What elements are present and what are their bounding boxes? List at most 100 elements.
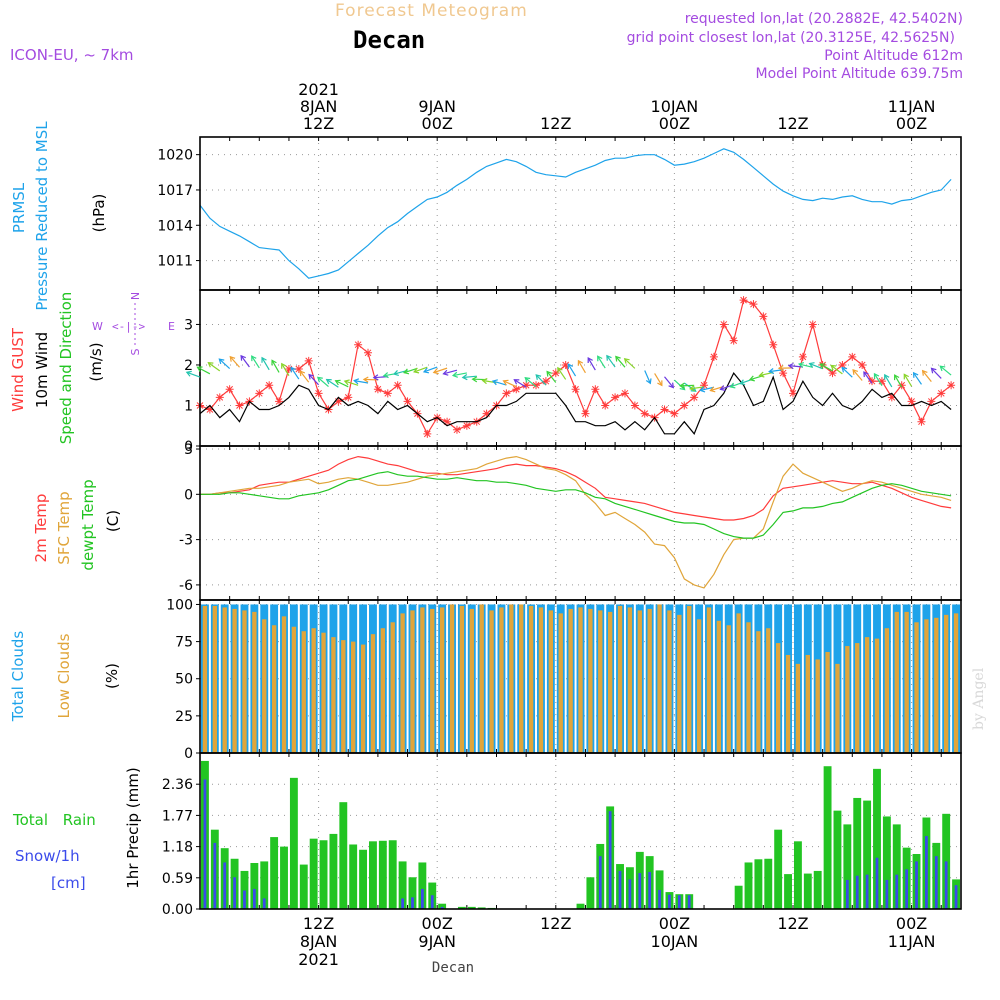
wind-gust-point: [620, 389, 629, 398]
precipitation-bar-total-rain: [467, 906, 476, 909]
bottom-time-label: 00Z: [659, 914, 690, 933]
y-axis-label: Low Clouds: [55, 633, 73, 718]
precipitation-bar-snow-h: [243, 890, 246, 909]
wind-arrow: [700, 386, 715, 391]
temperature-ytick-label: -3: [179, 533, 193, 549]
clouds-bar-low-clouds: [785, 654, 791, 753]
precipitation-bar-snow-h: [925, 836, 928, 909]
clouds-ytick-label: 50: [175, 672, 193, 688]
clouds-bar-low-clouds: [677, 614, 682, 753]
wind-arrow: [433, 367, 448, 374]
precipitation-bar-snow-h: [233, 877, 236, 909]
bottom-time-label: 12Z: [303, 914, 334, 933]
wind-gust-point: [403, 397, 412, 406]
clouds-bar-low-clouds: [271, 625, 277, 753]
pressure-ytick-label: 1011: [157, 254, 193, 270]
wind-arrow-head: [207, 362, 214, 368]
wind-gust-point: [502, 389, 511, 398]
compass-rose: N W <-|-> E S: [92, 292, 175, 356]
wind-arrow: [615, 356, 626, 368]
precipitation-bar-total-rain: [853, 797, 862, 909]
wind-arrow: [788, 365, 803, 368]
top-time-label: 00Z: [659, 114, 690, 133]
wind-arrow-head: [271, 359, 277, 366]
wind-arrow: [597, 355, 606, 369]
clouds-ytick-label: 75: [175, 635, 193, 651]
panel-precipitation: 0.00 0.59 1.18 1.77 2.36: [162, 752, 962, 918]
wind-arrow-head: [699, 386, 706, 393]
precipitation-bar-total-rain: [734, 885, 743, 909]
clouds-bar-low-clouds: [894, 611, 899, 753]
wind-arrow: [251, 355, 260, 369]
wind-arrow: [577, 360, 586, 374]
clouds-bar-low-clouds: [222, 607, 227, 753]
wind-arrow: [452, 372, 467, 377]
wind-gust-point: [868, 377, 877, 386]
panel-clouds: 0 25 50 75 100: [166, 597, 962, 762]
wind-arrow: [798, 363, 813, 368]
wind-gust-point: [788, 389, 797, 398]
wind-arrow-head: [748, 375, 755, 382]
clouds-bar-low-clouds: [944, 614, 949, 753]
precipitation-bar-snow-h: [934, 856, 938, 909]
wind-arrow-head: [281, 362, 287, 369]
wind-ytick-label: 2: [184, 358, 193, 374]
wind-gust-point: [897, 381, 906, 390]
wind-arrow: [809, 362, 823, 370]
wind-gust-point: [828, 369, 837, 378]
y-axis-label: Speed and Direction: [57, 292, 75, 445]
clouds-ytick-label: 0: [184, 746, 193, 762]
clouds-bar-low-clouds: [341, 640, 346, 753]
y-axis-label: PRMSL: [10, 182, 28, 233]
wind-arrow: [852, 369, 863, 381]
wind-gust-point: [561, 360, 570, 369]
clouds-bar-low-clouds: [232, 608, 237, 753]
wind-gust-point: [947, 381, 956, 390]
precipitation-bar-total-rain: [260, 861, 269, 909]
clouds-bar-low-clouds: [805, 654, 810, 753]
precipitation-ytick-label: 0.59: [162, 871, 193, 887]
wind-gust-point: [630, 401, 639, 410]
wind-gust-point: [640, 409, 649, 418]
temperature-ytick-label: 3: [184, 442, 193, 458]
clouds-bar-low-clouds: [953, 613, 959, 753]
wind-arrow-head: [218, 358, 225, 365]
wind-arrow: [922, 370, 932, 383]
wind-arrow: [271, 360, 280, 373]
precipitation-bar-total-rain: [586, 877, 595, 909]
wind-gust-point: [541, 377, 550, 386]
precipitation-bar-total-rain: [398, 861, 407, 909]
wind-arrow-head: [819, 363, 826, 369]
wind-arrow-head: [567, 363, 573, 370]
wind-arrow-head: [481, 378, 488, 385]
wind-arrow-head: [719, 385, 726, 391]
clouds-bar-low-clouds: [924, 619, 929, 753]
wind-arrow: [567, 363, 577, 377]
clouds-bar-low-clouds: [687, 605, 692, 753]
wind-ytick-label: 0: [184, 439, 193, 455]
wind-arrow: [931, 367, 942, 379]
precipitation-bar-total-rain: [892, 824, 901, 909]
wind-arrow-head: [513, 379, 520, 385]
wind-gust-point: [848, 352, 857, 361]
clouds-bar-low-clouds: [598, 610, 603, 753]
y-axis-label: (C): [104, 510, 122, 532]
clouds-bar-low-clouds: [934, 617, 939, 753]
wind-gust-point: [719, 320, 728, 329]
point-altitude: Point Altitude 612m: [824, 48, 963, 64]
wind-arrow-head: [645, 378, 652, 385]
compass-axis: <-|->: [112, 320, 145, 333]
wind-arrow-head: [316, 376, 323, 383]
wind-arrow-head: [894, 374, 900, 381]
wind-ytick-label: 3: [184, 317, 193, 333]
top-time-label: 11JAN: [888, 97, 936, 116]
precipitation-frame: [199, 752, 962, 910]
clouds-bar-low-clouds: [766, 628, 771, 753]
temperature-grid: [200, 446, 961, 600]
pressure-ytick-label: 1014: [157, 218, 193, 234]
wind-arrow-head: [432, 368, 439, 375]
wind-gust-point: [294, 365, 303, 374]
wind-gust-point: [532, 381, 541, 390]
clouds-ytick-label: 25: [175, 709, 193, 725]
wind-arrow: [769, 369, 784, 373]
